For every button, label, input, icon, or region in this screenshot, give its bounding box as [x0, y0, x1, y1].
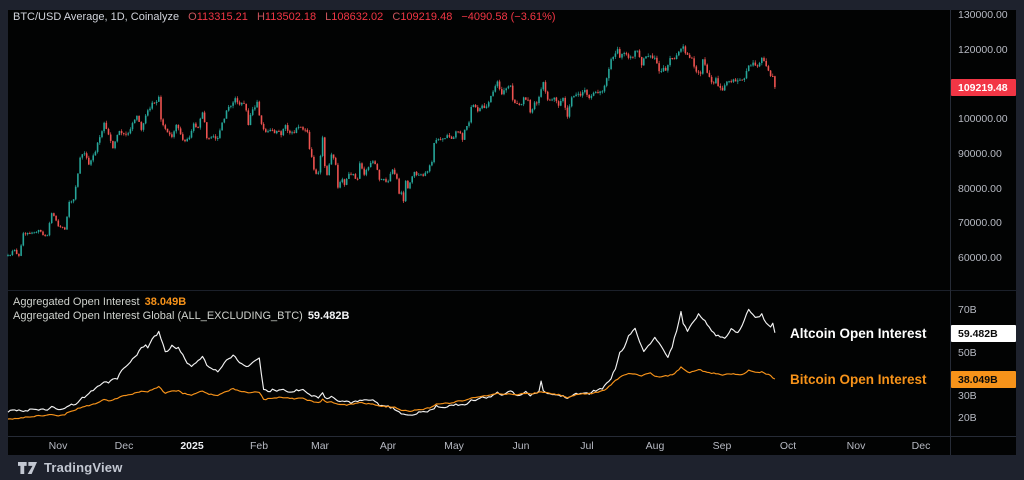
time-tick-label: Nov: [846, 440, 866, 452]
price-axis-divider: [950, 10, 951, 455]
oi-tick-label: 20B: [958, 412, 977, 424]
price-tick-label: 60000.00: [958, 252, 1002, 264]
ohlc-close: C109219.48: [392, 11, 453, 23]
oi-legend-row-2: Aggregated Open Interest Global (ALL_EXC…: [13, 310, 349, 322]
time-tick-label: Mar: [310, 440, 330, 452]
time-tick-label: Aug: [645, 440, 665, 452]
price-tick-label: 130000.00: [958, 9, 1008, 21]
price-tick-label: 80000.00: [958, 183, 1002, 195]
oi-line-altcoin: [7, 308, 776, 416]
pane-divider[interactable]: [8, 290, 1016, 291]
tradingview-wordmark[interactable]: TradingView: [44, 460, 123, 475]
time-axis-divider: [8, 436, 1016, 437]
time-tick-label: Sep: [712, 440, 732, 452]
oi-legend-1-label[interactable]: Aggregated Open Interest: [13, 296, 140, 308]
oi-legend-1-value: 38.049B: [144, 296, 187, 308]
time-tick-label: Dec: [911, 440, 931, 452]
time-tick-label: Jun: [512, 440, 530, 452]
ohlc-high: H113502.18: [256, 11, 317, 23]
chart-background: [8, 10, 1016, 455]
bitcoin-oi-value-tag: 38.049B: [951, 371, 1016, 388]
price-tick-label: 100000.00: [958, 113, 1008, 125]
tradingview-logo-icon[interactable]: [18, 461, 37, 475]
bitcoin-oi-annotation: Bitcoin Open Interest: [790, 372, 927, 387]
time-tick-label: Apr: [379, 440, 397, 452]
attribution-bar: TradingView: [0, 455, 1024, 480]
altcoin-oi-value-tag: 59.482B: [951, 325, 1016, 342]
time-tick-label: Nov: [48, 440, 68, 452]
time-tick-label: Dec: [114, 440, 134, 452]
price-axis[interactable]: 130000.00 120000.00 100000.00 90000.00 80000…: [951, 9, 1016, 290]
time-tick-label: Feb: [249, 440, 269, 452]
price-tick-label: 120000.00: [958, 44, 1008, 56]
time-axis[interactable]: Nov Dec 2025 Feb Mar Apr May Jun Jul Aug Sep Oct Nov…: [8, 437, 950, 455]
oi-tick-label: 50B: [958, 347, 977, 359]
price-tick-label: 90000.00: [958, 148, 1002, 160]
oi-legend-2-label[interactable]: Aggregated Open Interest Global (ALL_EXC…: [13, 310, 303, 322]
candlestick-series: [7, 44, 776, 258]
symbol-title[interactable]: BTC/USD Average, 1D, Coinalyze: [13, 11, 180, 23]
symbol-legend: BTC/USD Average, 1D, Coinalyze O113315.2…: [13, 11, 562, 23]
time-tick-label: May: [444, 440, 464, 452]
time-tick-label: 2025: [180, 440, 204, 452]
oi-line-bitcoin: [7, 366, 776, 420]
ohlc-open: O113315.21: [188, 11, 248, 23]
ohlc-low: L108632.02: [325, 11, 384, 23]
oi-legend-2-value: 59.482B: [307, 310, 350, 322]
time-tick-label: Oct: [779, 440, 797, 452]
last-price-tag: 109219.48: [951, 79, 1016, 96]
price-tick-label: 70000.00: [958, 217, 1002, 229]
altcoin-oi-annotation: Altcoin Open Interest: [790, 326, 927, 341]
oi-legend-row-1: Aggregated Open Interest 38.049B: [13, 296, 186, 308]
oi-tick-label: 30B: [958, 390, 977, 402]
price-change: −4090.58 (−3.61%): [461, 11, 556, 23]
time-tick-label: Jul: [580, 440, 594, 452]
oi-axis[interactable]: 70B50B40B30B20B: [951, 290, 1016, 436]
oi-tick-label: 70B: [958, 304, 977, 316]
